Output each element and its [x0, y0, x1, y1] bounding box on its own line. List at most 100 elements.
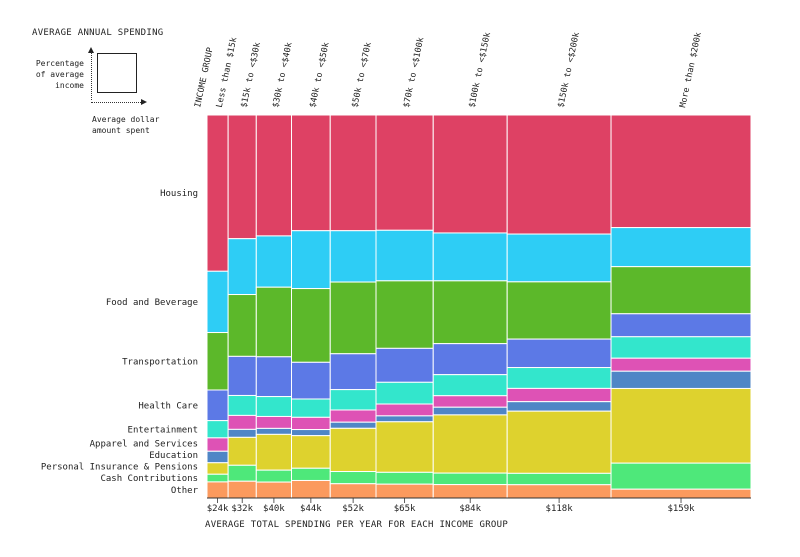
segment-personal-insurance-pensions	[227, 436, 257, 466]
segment-entertainment	[375, 381, 434, 405]
legend-x-label-line: amount spent	[92, 126, 150, 135]
segment-food-and-beverage	[432, 232, 508, 282]
segment-transportation	[206, 332, 229, 391]
legend-y-label-line: of average	[35, 70, 84, 79]
segment-education	[375, 415, 434, 423]
segment-transportation	[432, 280, 508, 345]
segment-housing	[255, 114, 293, 237]
segment-housing	[329, 114, 377, 232]
segment-entertainment	[432, 374, 508, 397]
segment-cash-contributions	[206, 473, 229, 483]
segment-transportation	[227, 294, 257, 357]
segment-personal-insurance-pensions	[375, 421, 434, 473]
income-group-header: INCOME GROUP	[193, 46, 216, 108]
legend-x-label: Average dollar amount spent	[92, 114, 202, 136]
segment-other	[329, 483, 377, 499]
segment-personal-insurance-pensions	[206, 462, 229, 475]
segment-entertainment	[506, 367, 612, 389]
segment-health-care	[610, 313, 752, 338]
group-label: $50k to <$70k	[350, 41, 374, 108]
segment-health-care	[291, 361, 331, 400]
segment-housing	[375, 114, 434, 231]
legend-title: AVERAGE ANNUAL SPENDING	[32, 28, 164, 38]
segment-transportation	[291, 288, 331, 363]
segment-personal-insurance-pensions	[610, 387, 752, 464]
category-label: Personal Insurance & Pensions	[41, 463, 198, 473]
segment-entertainment	[291, 398, 331, 418]
segment-other	[506, 484, 612, 499]
group-label: $100k to <$150k	[467, 31, 493, 108]
segment-apparel-and-services	[506, 387, 612, 403]
group-label: $30k to <$40k	[271, 41, 295, 108]
segment-education	[227, 428, 257, 438]
category-label: Entertainment	[128, 425, 198, 435]
segment-housing	[610, 114, 752, 229]
category-label: Food and Beverage	[106, 298, 198, 308]
group-label: $150k to <$200k	[556, 31, 582, 108]
segment-food-and-beverage	[227, 238, 257, 296]
segment-cash-contributions	[506, 472, 612, 486]
segment-education	[291, 429, 331, 437]
segment-other	[432, 484, 508, 499]
segment-apparel-and-services	[610, 357, 752, 372]
segment-entertainment	[329, 389, 377, 411]
segment-education	[432, 406, 508, 416]
category-label: Cash Contributions	[100, 474, 198, 484]
category-label: Other	[171, 486, 199, 496]
segment-food-and-beverage	[329, 230, 377, 283]
segment-apparel-and-services	[227, 414, 257, 430]
segment-other	[227, 480, 257, 499]
spending-label: $40k	[263, 504, 285, 514]
x-axis-title: AVERAGE TOTAL SPENDING PER YEAR FOR EACH…	[205, 520, 509, 530]
segment-health-care	[432, 343, 508, 376]
legend-arrow-right-icon	[141, 99, 147, 105]
segment-entertainment	[206, 420, 229, 439]
spending-label: $118k	[546, 504, 574, 514]
spending-label: $44k	[300, 504, 322, 514]
segment-apparel-and-services	[375, 403, 434, 417]
segment-transportation	[329, 281, 377, 355]
segment-health-care	[206, 389, 229, 422]
segment-education	[206, 450, 229, 464]
spending-label: $159k	[667, 504, 695, 514]
segment-personal-insurance-pensions	[329, 427, 377, 473]
spending-label: $65k	[394, 504, 416, 514]
segment-apparel-and-services	[206, 437, 229, 452]
legend-axis-horizontal	[91, 102, 141, 103]
segment-housing	[432, 114, 508, 234]
segment-entertainment	[255, 396, 293, 417]
segment-food-and-beverage	[610, 227, 752, 268]
legend-x-label-line: Average dollar	[92, 115, 160, 124]
category-label: Apparel and Services	[90, 440, 198, 450]
segment-entertainment	[227, 394, 257, 416]
segment-education	[610, 370, 752, 389]
segment-cash-contributions	[291, 467, 331, 481]
group-label: $40k to <$50k	[308, 41, 332, 108]
group-label: $15k to <$30k	[239, 41, 263, 108]
segment-transportation	[255, 286, 293, 358]
group-label: More than $200k	[678, 31, 704, 108]
category-label: Education	[149, 451, 198, 461]
category-label: Transportation	[122, 357, 198, 367]
segment-personal-insurance-pensions	[432, 414, 508, 474]
segment-other	[291, 479, 331, 499]
legend-arrow-up-icon	[88, 47, 94, 53]
segment-other	[255, 481, 293, 499]
segment-health-care	[329, 353, 377, 391]
segment-education	[255, 427, 293, 435]
segment-cash-contributions	[610, 462, 752, 490]
segment-apparel-and-services	[432, 395, 508, 408]
legend-square-icon	[97, 53, 137, 93]
category-label: Housing	[160, 189, 198, 199]
segment-education	[506, 401, 612, 412]
segment-apparel-and-services	[255, 415, 293, 429]
segment-cash-contributions	[255, 469, 293, 483]
spending-label: $52k	[342, 504, 364, 514]
segment-food-and-beverage	[291, 230, 331, 290]
spending-label: $32k	[231, 504, 253, 514]
segment-health-care	[255, 356, 293, 398]
legend-axis-vertical	[91, 52, 92, 100]
segment-cash-contributions	[329, 471, 377, 485]
